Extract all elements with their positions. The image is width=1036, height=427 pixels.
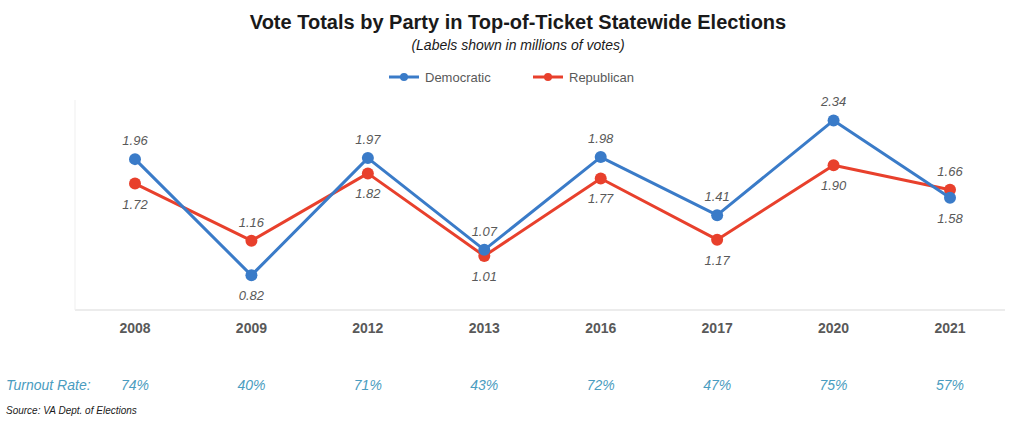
point [478, 244, 490, 256]
series-line [135, 165, 950, 256]
legend-marker [544, 73, 552, 81]
data-label: 1.07 [472, 224, 498, 239]
source: Source: VA Dept. of Elections [6, 405, 137, 416]
series-line [135, 120, 950, 275]
turnout-value: 40% [237, 377, 265, 393]
data-label: 1.77 [588, 191, 614, 206]
y-axis [75, 100, 76, 310]
point [129, 178, 141, 190]
legend-label: Republican [569, 70, 634, 85]
x-tick-label: 2012 [352, 320, 383, 336]
data-label: 0.82 [239, 288, 265, 303]
x-axis [75, 310, 1005, 311]
chart: Vote Totals by Party in Top-of-Ticket St… [0, 0, 1036, 427]
point [245, 269, 257, 281]
legend: Democratic Republican [389, 70, 634, 85]
point [711, 234, 723, 246]
data-label: 1.17 [704, 253, 730, 268]
plot-area [129, 114, 956, 281]
x-tick-label: 2013 [469, 320, 500, 336]
x-tick-label: 2021 [934, 320, 965, 336]
point [828, 114, 840, 126]
data-label: 1.97 [355, 132, 381, 147]
data-label: 1.90 [821, 178, 847, 193]
data-label: 1.72 [122, 197, 148, 212]
data-label: 1.66 [937, 164, 963, 179]
x-tick-label: 2008 [119, 320, 150, 336]
point [944, 192, 956, 204]
point [362, 167, 374, 179]
point [245, 235, 257, 247]
turnout-label: Turnout Rate: [6, 377, 91, 393]
data-label: 1.41 [704, 189, 729, 204]
turnout-value: 72% [587, 377, 615, 393]
turnout-value: 74% [121, 377, 149, 393]
turnout-value: 47% [703, 377, 731, 393]
point [595, 151, 607, 163]
point [129, 153, 141, 165]
data-label: 1.01 [472, 269, 497, 284]
point [362, 152, 374, 164]
point [828, 159, 840, 171]
point [595, 172, 607, 184]
legend-label: Democratic [425, 70, 491, 85]
legend-marker [400, 73, 408, 81]
data-label: 1.16 [239, 215, 265, 230]
turnout-value: 71% [354, 377, 382, 393]
turnout-value: 43% [470, 377, 498, 393]
data-label: 1.96 [122, 133, 148, 148]
x-tick-label: 2016 [585, 320, 616, 336]
data-label: 2.34 [820, 94, 846, 109]
x-tick-label: 2020 [818, 320, 849, 336]
data-label: 1.82 [355, 186, 381, 201]
point [711, 209, 723, 221]
title: Vote Totals by Party in Top-of-Ticket St… [250, 11, 786, 33]
turnout-value: 75% [820, 377, 848, 393]
data-labels: 1.96 0.82 1.97 1.07 1.98 1.41 2.34 1.58 1.72 1.16… [122, 94, 963, 303]
x-tick-label: 2017 [702, 320, 733, 336]
x-tick-label: 2009 [236, 320, 267, 336]
data-label: 1.98 [588, 131, 614, 146]
data-label: 1.58 [937, 211, 963, 226]
turnout-value: 57% [936, 377, 964, 393]
subtitle: (Labels shown in millions of votes) [411, 37, 624, 53]
